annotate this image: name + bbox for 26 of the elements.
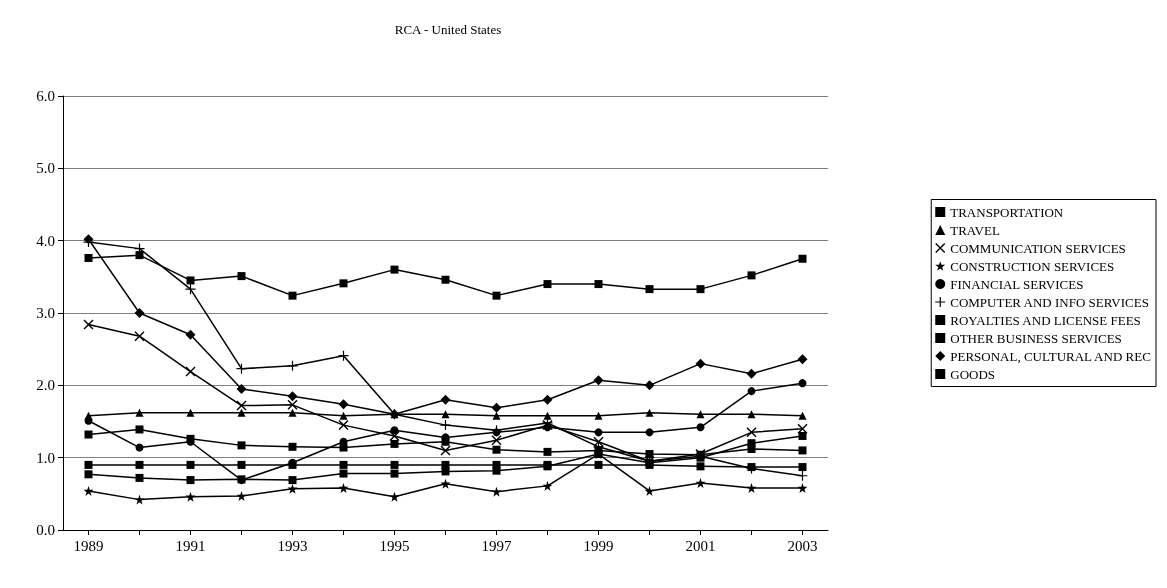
x-tick-label: 1995 (379, 537, 410, 554)
y-tick-label: 6.0 (36, 88, 55, 104)
x-tick-label: 1989 (73, 537, 104, 554)
y-tick-label: 5.0 (36, 160, 55, 177)
y-tick-label: 3.0 (36, 305, 55, 321)
y-tick-label: 2.0 (36, 377, 55, 394)
legend-label: TRANSPORTATION (950, 204, 1064, 220)
legend-label: COMPUTER AND INFO SERVICES (950, 294, 1149, 310)
legend-label: COMMUNICATION SERVICES (950, 240, 1126, 256)
legend-label: GOODS (950, 366, 996, 382)
x-tick-label: 1993 (277, 537, 308, 554)
chart-title: RCA - United States (394, 22, 502, 37)
legend-label: PERSONAL, CULTURAL AND REC (950, 348, 1151, 364)
legend-label: OTHER BUSINESS SERVICES (950, 330, 1122, 346)
x-tick-label: 2003 (787, 537, 818, 554)
y-tick-label: 4.0 (36, 232, 55, 249)
x-tick-label: 2001 (685, 537, 716, 554)
x-tick-label: 1997 (481, 537, 512, 554)
y-tick-label: 1.0 (36, 449, 55, 466)
x-tick-label: 1991 (175, 537, 206, 554)
legend-label: FINANCIAL SERVICES (950, 276, 1084, 292)
legend-label: ROYALTIES AND LICENSE FEES (950, 312, 1141, 328)
legend-label: CONSTRUCTION SERVICES (950, 258, 1115, 274)
x-tick-label: 1999 (583, 537, 614, 554)
legend-label: TRAVEL (950, 222, 1000, 238)
y-tick-label: 0.0 (36, 522, 55, 538)
